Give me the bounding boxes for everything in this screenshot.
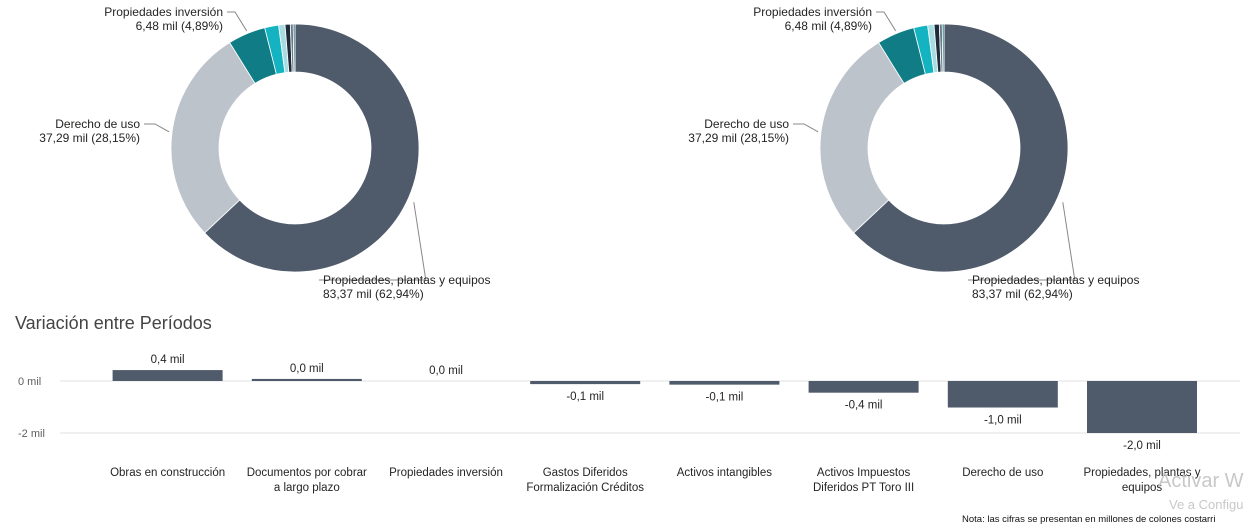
- bar-data-label: -0,4 mil: [845, 400, 883, 412]
- category-label: Gastos Diferidos Formalización Créditos: [526, 467, 644, 494]
- donut-slice[interactable]: [853, 23, 1069, 273]
- category-label: Documentos por cobrar a largo plazo: [247, 467, 367, 494]
- category-label: Obras en construcción: [110, 467, 225, 479]
- bar[interactable]: [112, 370, 223, 381]
- donut-chart-2: Propiedades, plantas y equipos 83,37 mil …: [688, 5, 1139, 301]
- footnote: Nota: las cifras se presentan en millone…: [962, 514, 1216, 525]
- section-title: Variación entre Períodos: [15, 313, 212, 333]
- donut-slice-label: Propiedades, plantas y equipos 83,37 mil …: [972, 273, 1139, 301]
- bar[interactable]: [251, 378, 362, 381]
- donut-slice-label: Derecho de uso 37,29 mil (28,15%): [688, 117, 789, 145]
- bar-data-label: -0,1 mil: [706, 392, 744, 404]
- donut-slice[interactable]: [204, 23, 420, 273]
- donut-charts: Propiedades, plantas y equipos 83,37 mil …: [39, 5, 1139, 301]
- category-label: Activos intangibles: [677, 467, 772, 479]
- bar[interactable]: [808, 381, 919, 393]
- bar[interactable]: [669, 381, 780, 385]
- bar-data-label: 0,0 mil: [290, 363, 324, 375]
- donut-slice-label: Propiedades inversión 6,48 mil (4,89%): [104, 5, 223, 33]
- variation-bar-chart: 0 mil -2 mil 0,4 mil Obras en construcción 0…: [18, 354, 1240, 494]
- bar[interactable]: [1087, 381, 1197, 433]
- donut-chart-1: Propiedades, plantas y equipos 83,37 mil …: [39, 5, 490, 301]
- bar-data-label: -0,1 mil: [566, 391, 604, 403]
- category-label: Derecho de uso: [962, 467, 1043, 479]
- donut-slice[interactable]: [292, 23, 296, 73]
- bar-data-label: 0,0 mil: [429, 365, 463, 377]
- donut-slice[interactable]: [819, 42, 905, 234]
- category-label: Propiedades, plantas y equipos: [1084, 467, 1201, 494]
- bar[interactable]: [947, 381, 1058, 408]
- donut-slice[interactable]: [941, 23, 945, 73]
- bar[interactable]: [530, 381, 641, 385]
- category-label: Activos Impuestos Diferidos PT Toro III: [813, 467, 914, 494]
- activation-watermark: Activar W: [1158, 470, 1244, 492]
- bar-data-label: -2,0 mil: [1123, 440, 1161, 452]
- activation-watermark-sub: Ve a Configu: [1169, 497, 1244, 512]
- donut-slice-label: Propiedades inversión 6,48 mil (4,89%): [753, 5, 872, 33]
- donut-slice-label: Propiedades, plantas y equipos 83,37 mil …: [323, 273, 490, 301]
- bar-data-label: 0,4 mil: [151, 354, 185, 366]
- bar-data-label: -1,0 mil: [984, 415, 1022, 427]
- category-label: Propiedades inversión: [389, 467, 503, 479]
- donut-slice-label: Derecho de uso 37,29 mil (28,15%): [39, 117, 140, 145]
- donut-slice[interactable]: [170, 42, 256, 234]
- y-tick-label: 0 mil: [18, 376, 41, 388]
- y-tick-label: -2 mil: [18, 428, 45, 440]
